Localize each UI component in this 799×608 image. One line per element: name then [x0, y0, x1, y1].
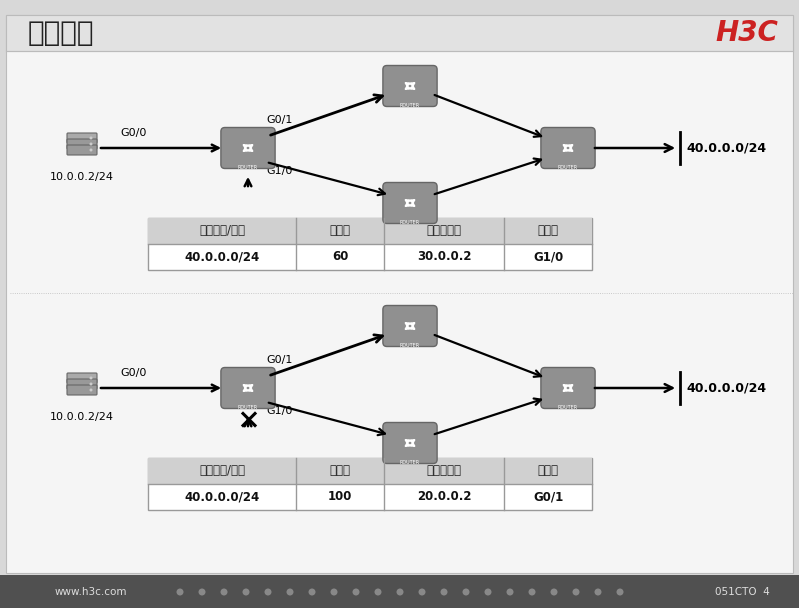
Text: 40.0.0.0/24: 40.0.0.0/24	[686, 142, 766, 154]
Circle shape	[89, 142, 93, 145]
Circle shape	[221, 589, 228, 595]
Text: G1/0: G1/0	[266, 406, 292, 416]
FancyBboxPatch shape	[67, 379, 97, 389]
FancyBboxPatch shape	[221, 367, 275, 409]
Text: G0/1: G0/1	[266, 115, 292, 125]
Circle shape	[331, 589, 337, 595]
Text: 60: 60	[332, 250, 348, 263]
Text: ROUTER: ROUTER	[400, 460, 420, 465]
Text: 40.0.0.0/24: 40.0.0.0/24	[686, 381, 766, 395]
FancyBboxPatch shape	[221, 128, 275, 168]
FancyBboxPatch shape	[67, 145, 97, 155]
Text: 下一跳地址: 下一跳地址	[427, 465, 462, 477]
Text: 目的地址/掩码: 目的地址/掩码	[199, 224, 245, 238]
Bar	[148, 218, 592, 244]
Circle shape	[594, 589, 602, 595]
Text: 051CTO  4: 051CTO 4	[715, 587, 770, 597]
Circle shape	[89, 137, 93, 139]
Circle shape	[507, 589, 514, 595]
Text: ROUTER: ROUTER	[238, 165, 258, 170]
FancyBboxPatch shape	[541, 367, 595, 409]
Circle shape	[440, 589, 447, 595]
Circle shape	[89, 382, 93, 385]
Bar	[6, 15, 793, 51]
Circle shape	[617, 589, 623, 595]
Text: 20.0.0.2: 20.0.0.2	[417, 491, 471, 503]
Text: ROUTER: ROUTER	[400, 103, 420, 108]
Bar	[148, 218, 592, 270]
Circle shape	[89, 376, 93, 379]
FancyBboxPatch shape	[383, 423, 437, 463]
Text: 10.0.0.2/24: 10.0.0.2/24	[50, 172, 114, 182]
Text: 下一跳地址: 下一跳地址	[427, 224, 462, 238]
Circle shape	[177, 589, 184, 595]
Text: 出接口: 出接口	[538, 465, 559, 477]
Text: 30.0.0.2: 30.0.0.2	[417, 250, 471, 263]
Circle shape	[528, 589, 535, 595]
Bar	[0, 575, 799, 608]
Text: 优先级: 优先级	[329, 224, 351, 238]
Circle shape	[352, 589, 360, 595]
FancyBboxPatch shape	[67, 385, 97, 395]
Text: ROUTER: ROUTER	[558, 405, 578, 410]
Circle shape	[89, 148, 93, 151]
Circle shape	[573, 589, 579, 595]
Text: ROUTER: ROUTER	[400, 220, 420, 225]
Text: ROUTER: ROUTER	[238, 405, 258, 410]
FancyBboxPatch shape	[383, 305, 437, 347]
Text: G1/0: G1/0	[533, 250, 563, 263]
Text: 优先级: 优先级	[329, 465, 351, 477]
FancyBboxPatch shape	[67, 139, 97, 149]
Text: 40.0.0.0/24: 40.0.0.0/24	[185, 491, 260, 503]
Text: 目的地址/掩码: 目的地址/掩码	[199, 465, 245, 477]
FancyBboxPatch shape	[67, 133, 97, 143]
Circle shape	[287, 589, 293, 595]
Circle shape	[243, 589, 249, 595]
FancyBboxPatch shape	[383, 66, 437, 106]
Circle shape	[89, 389, 93, 392]
Text: G0/1: G0/1	[533, 491, 563, 503]
Bar	[148, 458, 592, 510]
Text: 路由备份: 路由备份	[28, 19, 94, 47]
Text: 10.0.0.2/24: 10.0.0.2/24	[50, 412, 114, 422]
Text: G0/1: G0/1	[266, 355, 292, 365]
Circle shape	[198, 589, 205, 595]
Text: G0/0: G0/0	[121, 368, 147, 378]
Text: 出接口: 出接口	[538, 224, 559, 238]
FancyBboxPatch shape	[67, 373, 97, 383]
Text: 100: 100	[328, 491, 352, 503]
Text: www.h3c.com: www.h3c.com	[55, 587, 128, 597]
Circle shape	[419, 589, 426, 595]
FancyBboxPatch shape	[541, 128, 595, 168]
Text: H3C: H3C	[715, 19, 778, 47]
Circle shape	[375, 589, 381, 595]
Circle shape	[308, 589, 316, 595]
Circle shape	[396, 589, 403, 595]
Text: G1/0: G1/0	[266, 166, 292, 176]
Circle shape	[484, 589, 491, 595]
Circle shape	[463, 589, 470, 595]
Circle shape	[264, 589, 272, 595]
FancyBboxPatch shape	[383, 182, 437, 224]
Text: G0/0: G0/0	[121, 128, 147, 138]
Text: ROUTER: ROUTER	[558, 165, 578, 170]
Text: 40.0.0.0/24: 40.0.0.0/24	[185, 250, 260, 263]
Bar	[148, 458, 592, 484]
Circle shape	[551, 589, 558, 595]
Text: ROUTER: ROUTER	[400, 343, 420, 348]
